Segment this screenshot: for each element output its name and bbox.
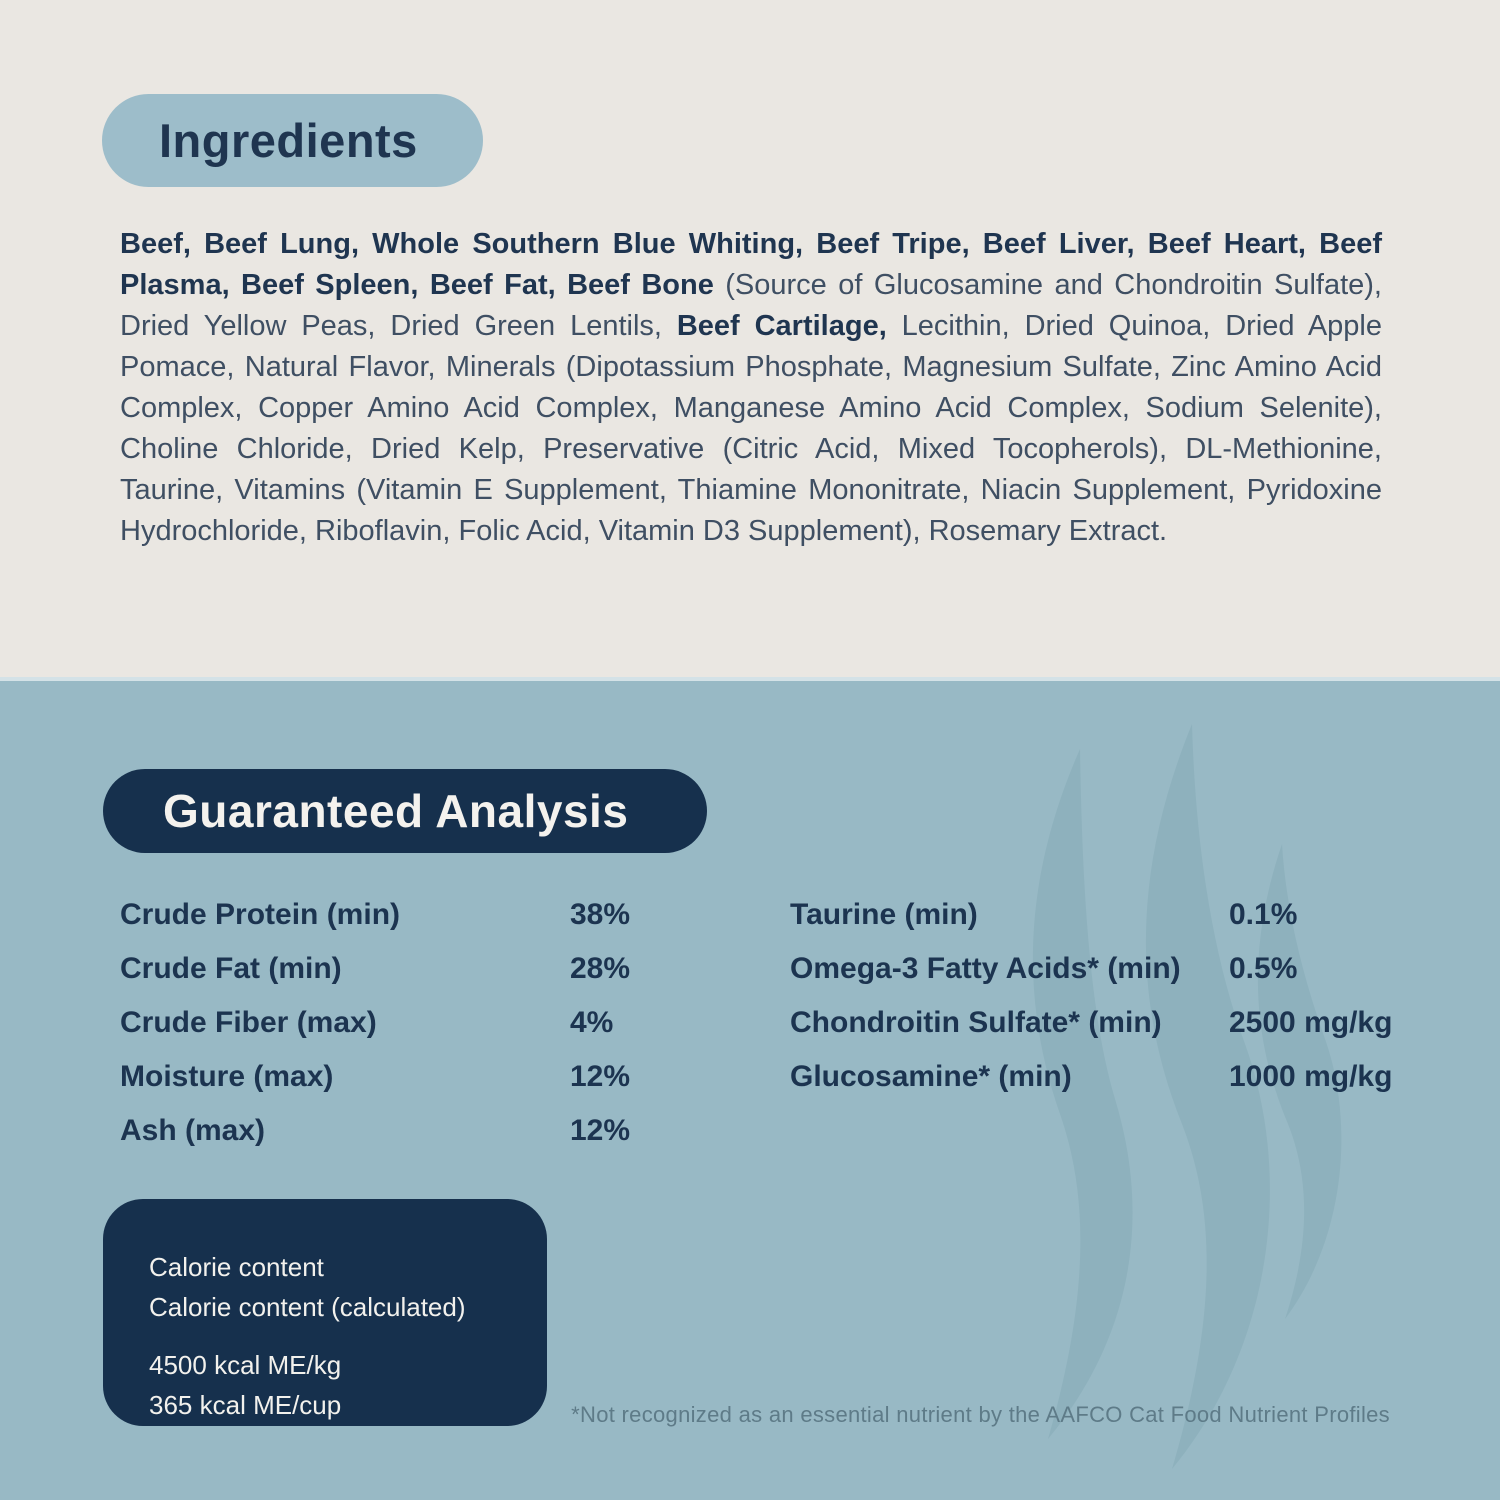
nutrient-value: 0.5% (1229, 952, 1298, 985)
ingredients-title-pill: Ingredients (102, 94, 483, 187)
nutrient-value: 12% (570, 1114, 631, 1147)
nutrient-label: Chondroitin Sulfate* (min) (790, 1006, 1162, 1039)
ingredient-segment-bold: Beef Cartilage, (676, 310, 887, 342)
nutrient-value: 28% (570, 952, 631, 985)
nutrient-label: Taurine (min) (790, 898, 978, 931)
nutrient-value: 0.1% (1229, 898, 1298, 931)
ingredient-segment-bold: Beef, Beef Lung, Whole Southern Blue Whi… (120, 228, 1382, 301)
analysis-row: Omega-3 Fatty Acids* (min) 0.5% (790, 952, 1400, 986)
guaranteed-analysis-section: Guaranteed Analysis Crude Protein (min) … (0, 677, 1500, 1500)
analysis-row: Crude Protein (min) 38% (120, 898, 760, 932)
ingredient-segment: (Source of Glucosamine and Chondroitin S… (120, 269, 1382, 342)
ingredients-section: Ingredients Beef, Beef Lung, Whole South… (0, 0, 1500, 677)
analysis-row: Crude Fiber (max) 4% (120, 1006, 760, 1040)
analysis-row: Taurine (min) 0.1% (790, 898, 1400, 932)
analysis-right-column: Taurine (min) 0.1% Omega-3 Fatty Acids* … (790, 898, 1400, 1114)
guaranteed-analysis-title-pill: Guaranteed Analysis (103, 769, 707, 853)
calorie-content-box: Calorie content Calorie content (calcula… (103, 1199, 547, 1426)
aafco-footnote: *Not recognized as an essential nutrient… (571, 1402, 1390, 1427)
nutrient-label: Glucosamine* (min) (790, 1060, 1072, 1093)
calorie-line: 4500 kcal ME/kg (149, 1350, 342, 1380)
ingredients-paragraph: Beef, Beef Lung, Whole Southern Blue Whi… (120, 224, 1382, 552)
nutrient-value: 1000 mg/kg (1229, 1060, 1393, 1093)
nutrient-value: 4% (570, 1006, 614, 1039)
analysis-row: Moisture (max) 12% (120, 1060, 760, 1094)
analysis-row: Crude Fat (min) 28% (120, 952, 760, 986)
nutrient-label: Crude Protein (min) (120, 898, 401, 931)
nutrient-label: Crude Fiber (max) (120, 1006, 377, 1039)
ingredient-segment: Lecithin, Dried Quinoa, Dried Apple Poma… (120, 310, 1383, 547)
guaranteed-analysis-title: Guaranteed Analysis (163, 785, 629, 837)
analysis-row: Chondroitin Sulfate* (min) 2500 mg/kg (790, 1006, 1400, 1040)
nutrient-label: Moisture (max) (120, 1060, 334, 1093)
analysis-row: Ash (max) 12% (120, 1114, 760, 1148)
nutrient-label: Crude Fat (min) (120, 952, 342, 985)
nutrient-value: 2500 mg/kg (1229, 1006, 1393, 1039)
nutrient-label: Ash (max) (120, 1114, 266, 1147)
calorie-line: Calorie content (149, 1252, 324, 1282)
calorie-line: Calorie content (calculated) (149, 1292, 466, 1322)
analysis-row: Glucosamine* (min) 1000 mg/kg (790, 1060, 1400, 1094)
nutrient-label: Omega-3 Fatty Acids* (min) (790, 952, 1181, 985)
ingredients-title: Ingredients (159, 114, 418, 167)
calorie-line: 365 kcal ME/cup (149, 1390, 342, 1420)
nutrient-value: 12% (570, 1060, 631, 1093)
analysis-left-column: Crude Protein (min) 38% Crude Fat (min) … (120, 898, 760, 1168)
nutrient-value: 38% (570, 898, 631, 931)
